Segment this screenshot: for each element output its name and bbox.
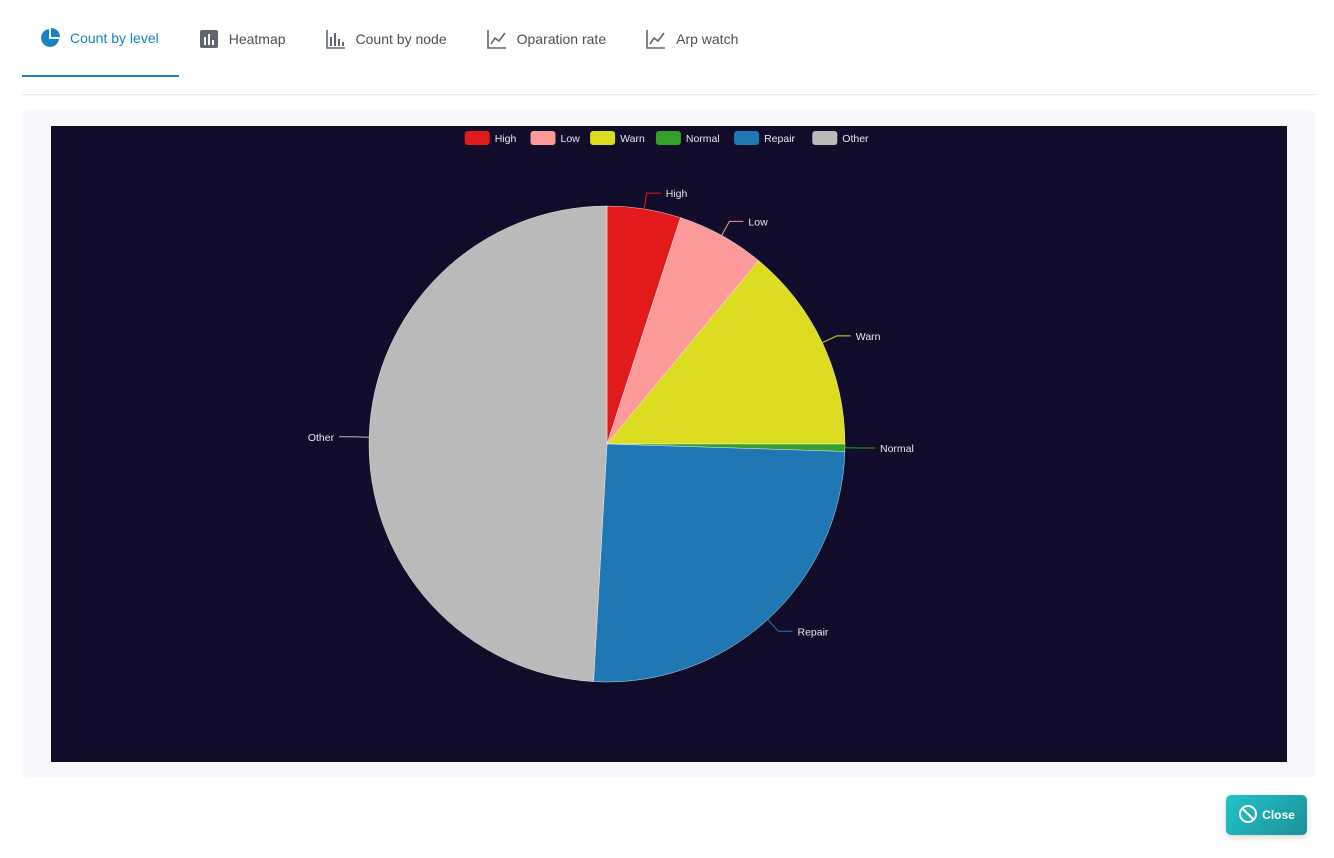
tab-heatmap[interactable]: Heatmap: [181, 0, 306, 77]
leader-line-other: [339, 436, 370, 438]
line-chart-icon: [646, 29, 666, 49]
legend-label: Low: [561, 133, 581, 145]
legend-item-other[interactable]: Other: [812, 131, 869, 145]
tab-count-by-level[interactable]: Count by level: [22, 0, 179, 77]
tab-bar: Count by level Heatmap Count by node: [22, 0, 1315, 95]
bar-chart-icon: [199, 29, 219, 49]
histogram-icon: [325, 29, 346, 49]
legend-item-low[interactable]: Low: [530, 131, 581, 145]
slice-label-normal: Normal: [880, 443, 914, 455]
ban-icon: [1238, 804, 1258, 827]
legend-label: Repair: [764, 133, 795, 145]
tab-label: Oparation rate: [516, 30, 607, 47]
close-button-label: Close: [1262, 808, 1295, 822]
line-chart-icon: [486, 29, 507, 49]
legend-label: High: [495, 133, 517, 145]
tab-arp-watch[interactable]: Arp watch: [628, 0, 758, 77]
leader-line-high: [643, 192, 661, 209]
pie-chart-icon: [40, 27, 60, 48]
tab-label: Heatmap: [228, 30, 286, 47]
pie-chart: High Low Warn Normal Repair Other High Low Warn N…: [308, 131, 914, 683]
tab-label: Count by level: [70, 29, 159, 46]
legend-label: Normal: [686, 133, 720, 145]
legend-item-high[interactable]: High: [464, 131, 517, 145]
legend-swatch: [530, 131, 556, 145]
legend-item-repair[interactable]: Repair: [734, 131, 796, 145]
legend-label: Warn: [620, 133, 645, 145]
slice-label-other: Other: [308, 432, 335, 444]
pie-slice-repair[interactable]: [593, 443, 846, 683]
legend-swatch: [590, 131, 616, 145]
slice-label-warn: Warn: [856, 331, 881, 343]
legend-swatch: [655, 131, 681, 145]
tab-label: Arp watch: [676, 30, 739, 47]
legend-item-normal[interactable]: Normal: [655, 131, 720, 145]
tab-count-by-node[interactable]: Count by node: [308, 0, 467, 77]
legend-swatch: [812, 131, 838, 145]
tab-label: Count by node: [355, 30, 447, 47]
close-button[interactable]: Close: [1226, 795, 1307, 835]
slice-label-high: High: [666, 188, 688, 200]
legend-swatch: [734, 131, 760, 145]
leader-line-low: [721, 220, 744, 236]
chart-panel: High Low Warn Normal Repair Other High Low Warn N…: [22, 110, 1315, 777]
legend-swatch: [464, 131, 490, 145]
legend-item-warn[interactable]: Warn: [590, 131, 645, 145]
slice-label-repair: Repair: [798, 626, 829, 638]
pie-slice-warn[interactable]: [606, 260, 846, 445]
chart-container: High Low Warn Normal Repair Other High Low Warn N…: [51, 126, 1287, 762]
chart-legend: High Low Warn Normal Repair Other: [464, 131, 869, 145]
leader-line-warn: [822, 335, 851, 344]
tab-oparation-rate[interactable]: Oparation rate: [469, 0, 627, 77]
legend-label: Other: [842, 133, 869, 145]
slice-label-low: Low: [748, 216, 768, 228]
leader-line-repair: [767, 619, 793, 632]
pie-slice-other[interactable]: [368, 205, 608, 682]
